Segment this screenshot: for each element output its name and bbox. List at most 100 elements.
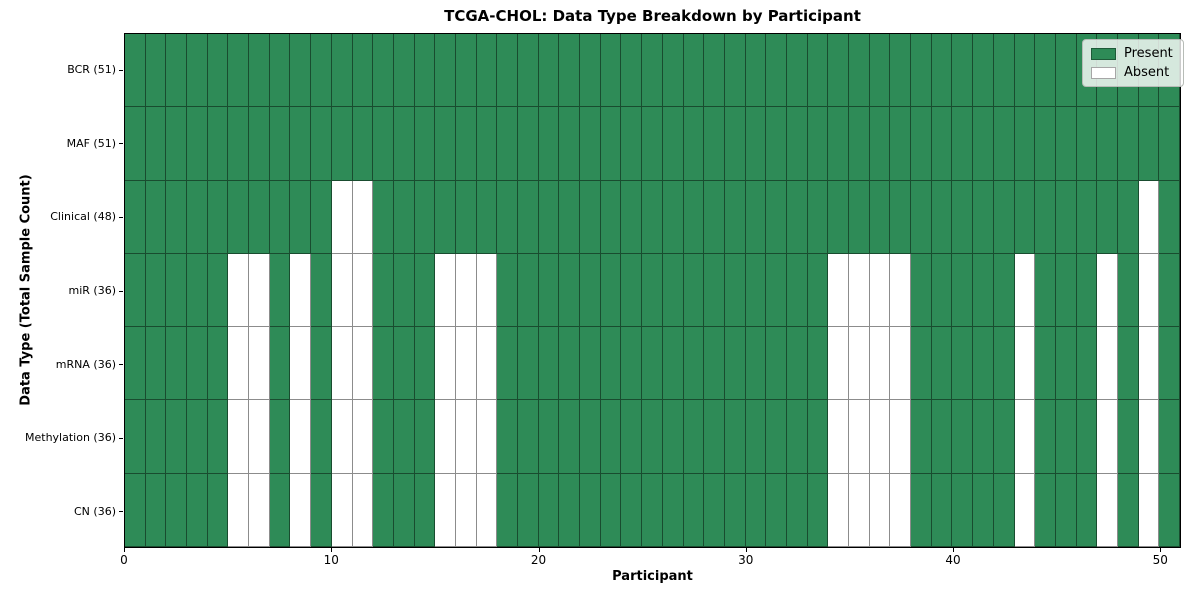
heatmap-cell — [187, 34, 208, 108]
heatmap-cell — [435, 253, 456, 328]
heatmap-cell — [497, 400, 519, 474]
heatmap-cell — [476, 107, 498, 181]
heatmap-cell — [331, 34, 353, 108]
heatmap-cell — [559, 253, 581, 328]
heatmap-cell — [600, 473, 622, 547]
heatmap-cell — [1014, 327, 1036, 401]
y-tick-mark — [119, 511, 123, 513]
heatmap-cell — [704, 107, 725, 181]
heatmap-cell — [414, 327, 436, 401]
heatmap-cell — [373, 107, 394, 181]
heatmap-cell — [290, 253, 312, 328]
heatmap-cell — [662, 180, 684, 254]
heatmap-cell — [580, 180, 601, 254]
heatmap-plot-area — [124, 33, 1181, 548]
heatmap-cell — [1055, 180, 1077, 254]
heatmap-cell — [931, 34, 953, 108]
heatmap-cell — [807, 400, 829, 474]
heatmap-cell — [1097, 400, 1118, 474]
heatmap-cell — [290, 473, 312, 547]
heatmap-cell — [973, 400, 994, 474]
heatmap-cell — [207, 327, 229, 401]
heatmap-cell — [642, 180, 663, 254]
heatmap-cell — [952, 107, 974, 181]
heatmap-cell — [849, 180, 870, 254]
heatmap-cell — [1138, 473, 1160, 547]
heatmap-cell — [869, 253, 891, 328]
heatmap-cell — [166, 180, 188, 254]
heatmap-cell — [993, 180, 1015, 254]
heatmap-cell — [538, 180, 560, 254]
heatmap-cell — [1055, 34, 1077, 108]
heatmap-cell — [642, 327, 663, 401]
heatmap-cell — [352, 400, 374, 474]
heatmap-cell — [1035, 34, 1056, 108]
heatmap-cell — [662, 400, 684, 474]
legend-item-absent: Absent — [1091, 65, 1173, 80]
heatmap-cell — [849, 107, 870, 181]
heatmap-cell — [931, 473, 953, 547]
heatmap-cell — [621, 327, 643, 401]
heatmap-cell — [187, 400, 208, 474]
heatmap-cell — [435, 107, 456, 181]
y-tick-mark — [119, 69, 123, 71]
heatmap-cell — [662, 107, 684, 181]
heatmap-cell — [228, 327, 250, 401]
heatmap-cell — [166, 327, 188, 401]
heatmap-cell — [414, 253, 436, 328]
heatmap-cell — [352, 180, 374, 254]
heatmap-cell — [1117, 400, 1139, 474]
heatmap-cell — [662, 327, 684, 401]
heatmap-cell — [621, 107, 643, 181]
heatmap-cell — [145, 473, 167, 547]
heatmap-cell — [269, 34, 291, 108]
heatmap-cell — [228, 34, 250, 108]
heatmap-cell — [828, 400, 850, 474]
heatmap-cell — [580, 107, 601, 181]
heatmap-cell — [1035, 473, 1056, 547]
heatmap-cell — [973, 180, 994, 254]
heatmap-cell — [125, 327, 146, 401]
heatmap-cell — [414, 180, 436, 254]
heatmap-cell — [952, 473, 974, 547]
heatmap-cell — [869, 473, 891, 547]
heatmap-cell — [538, 473, 560, 547]
heatmap-cell — [435, 400, 456, 474]
heatmap-cell — [249, 400, 270, 474]
heatmap-cell — [559, 473, 581, 547]
heatmap-cell — [207, 473, 229, 547]
heatmap-cell — [807, 180, 829, 254]
heatmap-cell — [642, 400, 663, 474]
heatmap-cell — [724, 473, 746, 547]
heatmap-cell — [869, 180, 891, 254]
heatmap-cell — [1055, 253, 1077, 328]
heatmap-cell — [269, 107, 291, 181]
heatmap-cell — [290, 180, 312, 254]
heatmap-cell — [600, 34, 622, 108]
x-tick-mark — [331, 548, 333, 552]
heatmap-cell — [931, 107, 953, 181]
heatmap-cell — [393, 180, 415, 254]
heatmap-cell — [1138, 253, 1160, 328]
heatmap-cell — [849, 400, 870, 474]
heatmap-cell — [911, 34, 932, 108]
heatmap-cell — [973, 34, 994, 108]
heatmap-cell — [352, 473, 374, 547]
heatmap-cell — [1097, 180, 1118, 254]
heatmap-cell — [1097, 253, 1118, 328]
heatmap-cell — [973, 253, 994, 328]
heatmap-cell — [518, 34, 539, 108]
heatmap-cell — [683, 180, 705, 254]
heatmap-cell — [683, 34, 705, 108]
heatmap-cell — [1014, 107, 1036, 181]
heatmap-cell — [704, 253, 725, 328]
heatmap-cell — [145, 253, 167, 328]
heatmap-cell — [724, 107, 746, 181]
heatmap-cell — [331, 107, 353, 181]
heatmap-cell — [931, 327, 953, 401]
x-tick-mark — [538, 548, 540, 552]
heatmap-cell — [642, 253, 663, 328]
heatmap-cell — [890, 473, 912, 547]
x-tick-mark — [1160, 548, 1162, 552]
heatmap-cell — [931, 400, 953, 474]
